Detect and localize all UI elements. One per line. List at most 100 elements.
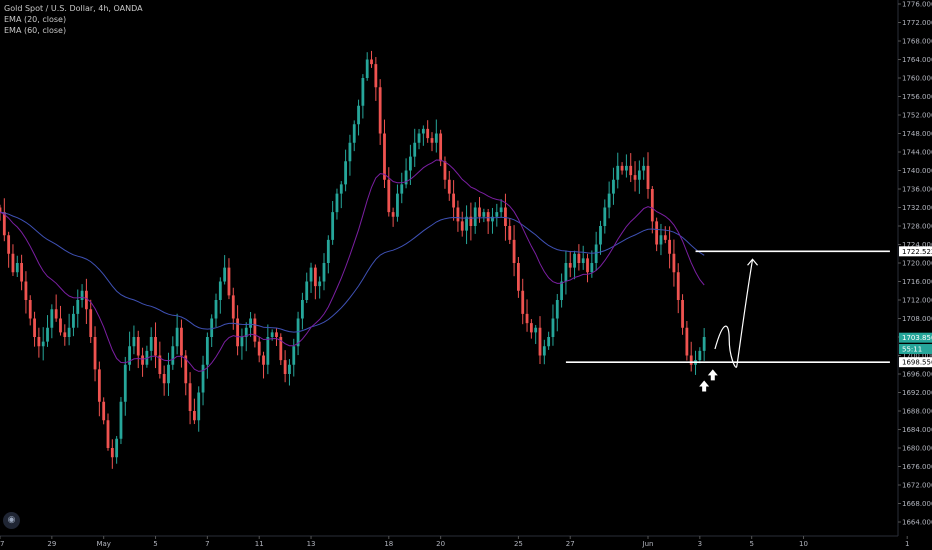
candle-body (681, 300, 684, 328)
candle-body (702, 337, 706, 351)
candle-body (184, 355, 188, 384)
price-axis: 1664.000 1668.000 1672.000 1676.000 1680.000… (898, 1, 932, 527)
time-tick-label: 27 (566, 540, 575, 548)
candle-body (603, 207, 607, 226)
time-tick-label: 3 (698, 540, 702, 548)
candle-body (629, 165, 633, 176)
candle-body (33, 318, 36, 337)
candle-body (430, 138, 434, 143)
candle-body (41, 341, 45, 347)
candle-body (642, 165, 646, 171)
candle-body (231, 295, 235, 319)
candle-body (132, 337, 136, 347)
candle-body (318, 281, 322, 287)
candle-body (564, 263, 568, 282)
candle-body (210, 318, 214, 337)
candle-body (534, 327, 538, 333)
candle-body (72, 313, 75, 328)
candle-body (2, 212, 6, 236)
candle-body (167, 364, 170, 384)
candle-body (197, 392, 201, 421)
candle-body (80, 290, 84, 300)
candle-body (663, 235, 667, 240)
candle-body (517, 263, 520, 291)
candle-body (28, 300, 32, 319)
price-tick-label: 1748.000 (902, 130, 932, 138)
price-tick-label: 1732.000 (902, 204, 932, 212)
candle-body (478, 207, 481, 217)
candle-body (335, 193, 339, 213)
candle-body (685, 327, 689, 356)
candle-body (551, 318, 555, 337)
price-label-bg (899, 357, 932, 368)
candle-body (63, 332, 67, 337)
candle-body (46, 327, 49, 342)
candle-body (460, 221, 464, 231)
candle-body (365, 59, 369, 78)
candle-body (275, 332, 278, 337)
candle-body (270, 332, 274, 337)
price-tick-label: 1700.000 (902, 352, 932, 360)
candle-body (625, 165, 628, 171)
candle-body (387, 179, 391, 213)
legend-ema20: EMA (20, close) (4, 15, 67, 24)
tradingview-logo-icon[interactable]: ◉ (3, 512, 20, 529)
candle-body (309, 267, 313, 282)
ema60-line (0, 211, 705, 333)
candle-body (102, 401, 106, 421)
time-tick-label: 5 (749, 540, 753, 548)
candle-body (456, 207, 460, 222)
candle-body (115, 438, 119, 458)
candle-body (568, 263, 572, 268)
candle-body (447, 179, 451, 194)
candle-body (236, 318, 239, 347)
candle-body (59, 318, 62, 333)
candle-body (180, 327, 183, 356)
candle-body (482, 212, 486, 217)
candle-body (668, 239, 671, 254)
price-tick-label: 1760.000 (902, 75, 932, 83)
candle-body (266, 337, 270, 365)
candle-body (555, 300, 559, 319)
price-tick-label: 1688.000 (902, 408, 932, 416)
price-tick-label: 1768.000 (902, 38, 932, 46)
candle-body (378, 87, 382, 134)
candle-body (361, 78, 365, 106)
candle-body (352, 124, 356, 143)
candle-body (162, 374, 166, 384)
candle-body (11, 253, 15, 273)
price-tick-label: 1692.000 (902, 389, 932, 397)
price-tick-label: 1716.000 (902, 278, 932, 286)
legend-symbol: Gold Spot / U.S. Dollar, 4h, OANDA (4, 4, 143, 13)
candle-body (594, 244, 598, 263)
candle-body (76, 300, 80, 314)
candle-body (37, 337, 41, 347)
time-tick-label: 1 (905, 540, 909, 548)
candle-body (655, 221, 659, 245)
up-arrow-icon (707, 369, 718, 381)
candle-body (89, 309, 93, 337)
time-tick-label: 13 (307, 540, 316, 548)
time-tick-label: 5 (153, 540, 157, 548)
price-label: 1722.522 (902, 248, 932, 256)
candle-body (439, 133, 443, 162)
projection-arrowhead (747, 258, 759, 266)
price-tick-label: 1772.000 (902, 19, 932, 27)
candle-body (633, 175, 637, 180)
price-tick-label: 1724.000 (902, 241, 932, 249)
candle-body (214, 300, 218, 319)
candle-body (110, 448, 114, 458)
candle-body (521, 290, 525, 314)
candle-body (244, 327, 248, 337)
candle-body (257, 341, 261, 356)
price-tick-label: 1672.000 (902, 482, 932, 490)
bar-timer-label-bg (899, 344, 932, 355)
candle-body (249, 318, 252, 328)
candle-body (15, 263, 19, 273)
candle-body (223, 267, 227, 282)
last-price-label-bg (899, 332, 932, 343)
candle-body (188, 383, 192, 411)
candle-body (374, 64, 378, 88)
candle-body (547, 337, 551, 347)
